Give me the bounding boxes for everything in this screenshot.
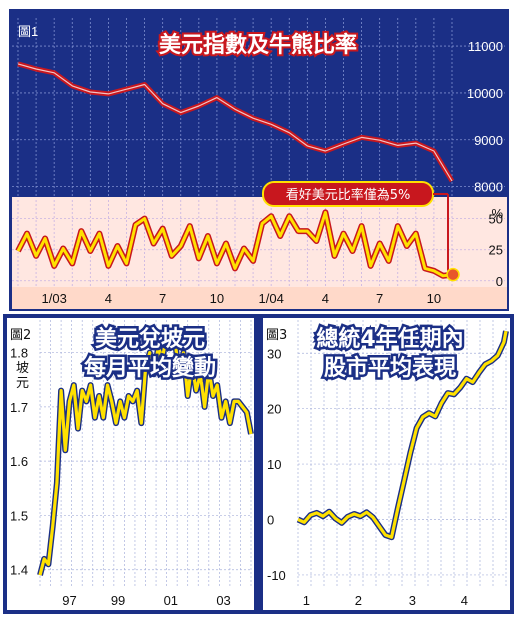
fig3-gridlines: [297, 320, 507, 586]
fig2-xtick-label: 03: [216, 593, 230, 608]
fig1-ytick-label: 11000: [468, 39, 503, 54]
fig1-xtick-label: 7: [376, 291, 383, 306]
fig1-index-line-core: [17, 63, 453, 182]
fig2-xtick-label: 97: [62, 593, 76, 608]
fig3-xtick-label: 2: [355, 593, 362, 608]
fig2-ytick-label: 1.8: [10, 346, 28, 361]
fig1-ratio-line: [16, 210, 453, 278]
fig2-ytick-label: 1.7: [10, 400, 28, 415]
fig3-plot-area: [295, 318, 510, 588]
fig1-x-axis: 1/03 4 7 10 1/04 4 7 10: [42, 291, 442, 306]
fig1-xtick-label: 1/04: [259, 291, 284, 306]
fig3-xtick-label: 1: [303, 593, 310, 608]
fig3-ytick-label: 0: [267, 513, 274, 528]
fig1-ratio-tick-label: 0: [496, 274, 503, 289]
fig2-x-axis: 97 99 01 03: [62, 593, 230, 608]
fig1-ytick-label: 10000: [467, 86, 503, 101]
fig3-x-axis: 1 2 3 4: [303, 593, 468, 608]
fig2-line: [38, 334, 253, 576]
fig2-y-axis: 1.8 1.7 1.6 1.5 1.4: [10, 346, 28, 578]
fig2-series-layer: [37, 333, 254, 576]
fig2-ytick-label: 1.5: [10, 508, 28, 523]
fig1-y-axis: 11000 10000 9000 8000 50 25 0%: [467, 39, 504, 289]
fig2-xtick-label: 01: [164, 593, 178, 608]
fig1-ratio-tick-label: 25: [489, 243, 503, 258]
fig2-ylabel-line1: 坡: [16, 361, 29, 376]
fig3-line: [297, 330, 508, 539]
fig1-title: 美元指數及牛熊比率: [159, 32, 357, 58]
fig1-xtick-label: 10: [427, 291, 441, 306]
fig3-series-layer: [296, 330, 509, 541]
fig1-ytick-label: 9000: [474, 133, 503, 148]
figure-1: 圖1 美元指數及牛熊比率 11000 10000 9000 8000 50 25 0% 1/…: [9, 9, 509, 311]
fig3-x-strip: [295, 588, 510, 610]
fig1-xtick-label: 7: [159, 291, 166, 306]
fig2-x-strip: [38, 588, 254, 610]
fig1-figure-label: 圖1: [18, 24, 38, 39]
fig1-tick-band: [12, 287, 507, 309]
figure-2: 圖2 坡 元 美元兌坡元 每月平均變動 1.8 1.7 1.6 1.5 1.4 97 99…: [3, 314, 259, 614]
fig2-xtick-label: 99: [111, 593, 125, 608]
fig1-xtick-label: 1/03: [42, 291, 67, 306]
fig3-xtick-label: 3: [409, 593, 416, 608]
fig3-ytick-label: 10: [267, 457, 281, 472]
fig3-y-strip: [263, 318, 295, 610]
fig2-ylabel-line2: 元: [16, 376, 29, 391]
fig2-title-line1: 美元兌坡元: [95, 326, 205, 352]
fig3-ytick-label: 20: [267, 402, 281, 417]
fig2-title-line2: 每月平均變動: [84, 355, 216, 381]
fig1-xtick-label: 4: [105, 291, 112, 306]
fig2-ytick-label: 1.4: [10, 563, 28, 578]
fig1-xtick-label: 10: [210, 291, 224, 306]
fig1-ratio-tick-label: 50: [489, 212, 503, 227]
fig3-figure-label: 圖3: [266, 328, 287, 343]
fig1-ratio-unit-label: %: [491, 206, 503, 221]
fig1-endpoint-marker: [446, 267, 460, 282]
fig1-ytick-label: 8000: [474, 180, 503, 195]
fig1-annotation-box: 看好美元比率僅為5%: [262, 181, 434, 207]
fig2-y-strip: [7, 318, 38, 610]
fig3-ytick-label: -10: [267, 568, 286, 583]
fig1-series-layer: [15, 61, 455, 279]
fig2-figure-label: 圖2: [10, 328, 31, 343]
fig1-xtick-label: 4: [322, 291, 329, 306]
fig3-ytick-label: 30: [267, 346, 281, 361]
fig3-title-line1: 總統4年任期內: [316, 326, 463, 352]
fig3-title-line2: 股市平均表現: [324, 355, 456, 381]
fig3-xtick-label: 4: [461, 593, 468, 608]
fig1-annotation-text: 看好美元比率僅為5%: [286, 187, 411, 203]
fig3-y-axis: 30 20 10 0 -10: [267, 346, 286, 583]
figure-3: 圖3 總統4年任期內 股市平均表現 30 20 10 0 -10 1 2 3 4: [259, 314, 514, 614]
fig2-ytick-label: 1.6: [10, 454, 28, 469]
